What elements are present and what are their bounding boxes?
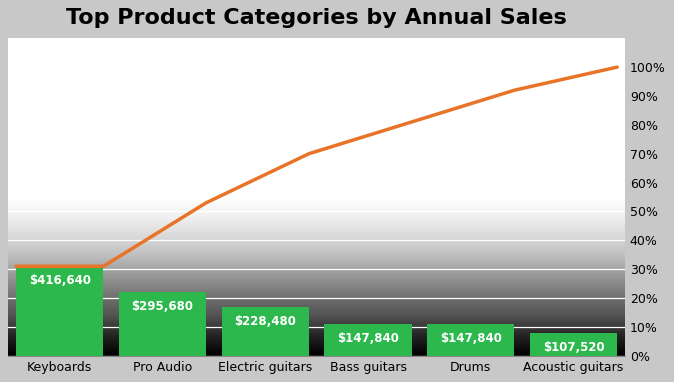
Text: $147,840: $147,840 — [440, 332, 501, 345]
Text: $295,680: $295,680 — [131, 300, 193, 313]
Bar — [427, 324, 514, 356]
Text: $147,840: $147,840 — [337, 332, 399, 345]
Bar — [119, 292, 206, 356]
Bar — [530, 333, 617, 356]
Bar — [16, 266, 103, 356]
Text: $228,480: $228,480 — [235, 315, 296, 328]
Text: $107,520: $107,520 — [543, 341, 605, 354]
Bar — [324, 324, 412, 356]
Bar — [222, 307, 309, 356]
Title: Top Product Categories by Annual Sales: Top Product Categories by Annual Sales — [66, 8, 567, 28]
Text: $416,640: $416,640 — [29, 274, 91, 287]
